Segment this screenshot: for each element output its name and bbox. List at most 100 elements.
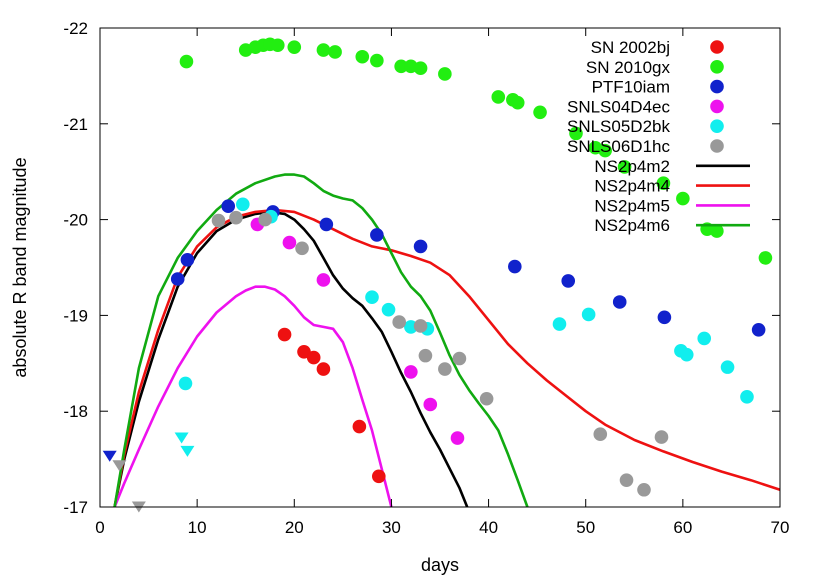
data-point-SNLS06D1hc xyxy=(479,391,494,406)
y-tick-label: -20 xyxy=(63,211,88,230)
y-axis-label: absolute R band magnitude xyxy=(10,157,30,377)
data-point-SNLS05D2bk xyxy=(381,302,396,317)
data-point-PTF10iam xyxy=(561,274,576,288)
data-point-SNLS06D1hc xyxy=(258,212,272,227)
legend-label: NS2p4m4 xyxy=(594,177,670,196)
x-tick-label: 40 xyxy=(479,518,498,537)
data-point-SN 2010gx xyxy=(438,67,452,81)
legend-point-swatch xyxy=(710,119,724,133)
data-point-PTF10iam xyxy=(657,310,672,325)
y-tick-label: -21 xyxy=(63,115,88,134)
data-point-SN 2010gx xyxy=(394,59,408,74)
data-point-SNLS05D2bk xyxy=(178,376,193,391)
data-point-PTF10iam xyxy=(370,228,384,242)
legend-label: SNLS06D1hc xyxy=(567,137,671,156)
data-point-SN 2002bj xyxy=(352,419,367,434)
legend-point-swatch xyxy=(710,79,724,94)
data-point-SN 2010gx xyxy=(656,176,671,190)
data-point-SN 2010gx xyxy=(710,224,724,238)
data-point-SN 2010gx xyxy=(316,43,331,57)
legend-label: NS2p4m2 xyxy=(594,157,670,176)
upper-limit-marker xyxy=(174,432,189,444)
data-point-SN 2010gx xyxy=(617,160,632,174)
data-point-SNLS06D1hc xyxy=(619,473,634,487)
series-line-NS2p4m4 xyxy=(113,208,780,507)
data-point-SNLS06D1hc xyxy=(413,319,428,333)
data-point-SN 2010gx xyxy=(328,45,342,59)
model-curves xyxy=(113,173,780,507)
x-tick-label: 30 xyxy=(382,518,401,537)
data-point-SNLS05D2bk xyxy=(697,331,712,346)
data-point-SNLS06D1hc xyxy=(211,213,226,228)
x-tick-label: 20 xyxy=(285,518,304,537)
data-point-SNLS06D1hc xyxy=(654,430,669,444)
data-point-SNLS05D2bk xyxy=(365,290,379,304)
data-point-SNLS05D2bk xyxy=(740,390,754,404)
data-point-SNLS05D2bk xyxy=(552,317,567,331)
upper-limit-marker xyxy=(102,450,117,462)
data-point-SN 2010gx xyxy=(370,53,384,68)
data-point-SN 2010gx xyxy=(569,126,583,141)
legend-label: PTF10iam xyxy=(592,78,670,97)
legend-label: NS2p4m5 xyxy=(594,196,670,215)
data-point-SNLS05D2bk xyxy=(679,347,694,362)
legend-label: NS2p4m6 xyxy=(594,216,670,235)
data-point-SNLS06D1hc xyxy=(438,362,452,376)
y-tick-label: -17 xyxy=(63,498,88,517)
data-point-SNLS05D2bk xyxy=(720,360,735,374)
axis-ticks: 0 10 20 30 40 50 60 70 -17 -18 -19 -20 -21 -22 xyxy=(63,19,789,537)
observed-points xyxy=(170,37,773,497)
data-point-PTF10iam xyxy=(508,259,522,274)
data-point-SN 2010gx xyxy=(510,95,525,110)
legend-point-swatch xyxy=(710,60,724,74)
data-point-SN 2010gx xyxy=(758,251,773,265)
y-tick-label: -18 xyxy=(63,402,88,421)
data-point-SN 2010gx xyxy=(676,191,690,206)
legend-label: SN 2002bj xyxy=(591,38,670,57)
data-point-PTF10iam xyxy=(612,295,627,309)
data-point-PTF10iam xyxy=(319,217,334,232)
upper-limit-marker xyxy=(180,445,195,457)
legend-label: SNLS04D4ec xyxy=(567,97,671,116)
data-point-SNLS04D4ec xyxy=(423,397,438,412)
data-point-SN 2010gx xyxy=(491,90,506,104)
x-tick-label: 70 xyxy=(771,518,790,537)
y-tick-label: -22 xyxy=(63,19,88,38)
data-point-SNLS06D1hc xyxy=(418,348,433,363)
data-point-SN 2002bj xyxy=(277,327,292,342)
legend-label: SNLS05D2bk xyxy=(567,117,671,136)
data-point-SNLS05D2bk xyxy=(581,307,596,322)
data-point-PTF10iam xyxy=(751,322,766,337)
legend-label: SN 2010gx xyxy=(586,58,671,77)
data-point-SN 2010gx xyxy=(413,61,428,76)
data-point-PTF10iam xyxy=(413,239,428,254)
x-tick-label: 10 xyxy=(188,518,207,537)
data-point-SN 2010gx xyxy=(355,49,370,64)
y-tick-label: -19 xyxy=(63,306,88,325)
data-point-PTF10iam xyxy=(180,253,195,267)
legend-point-swatch xyxy=(710,139,724,153)
data-point-SN 2010gx xyxy=(270,38,285,53)
plot-frame xyxy=(99,27,781,508)
x-axis-label: days xyxy=(421,555,459,575)
data-point-SNLS04D4ec xyxy=(450,431,465,445)
x-tick-label: 0 xyxy=(95,518,104,537)
data-point-SNLS06D1hc xyxy=(452,351,467,366)
upper-limit-marker xyxy=(112,460,127,472)
x-tick-label: 60 xyxy=(673,518,692,537)
data-point-SNLS06D1hc xyxy=(295,241,309,256)
data-point-SN 2010gx xyxy=(533,105,547,120)
data-point-SNLS04D4ec xyxy=(404,365,418,379)
data-point-PTF10iam xyxy=(170,272,185,286)
data-point-SNLS06D1hc xyxy=(229,210,243,225)
data-point-SN 2010gx xyxy=(287,40,302,54)
x-tick-label: 50 xyxy=(576,518,595,537)
data-point-SNLS06D1hc xyxy=(392,315,407,329)
data-point-SN 2002bj xyxy=(306,350,321,365)
legend-point-swatch xyxy=(710,99,724,114)
data-point-SNLS05D2bk xyxy=(236,197,250,212)
data-point-SN 2010gx xyxy=(598,143,612,158)
data-point-SNLS04D4ec xyxy=(282,235,297,250)
